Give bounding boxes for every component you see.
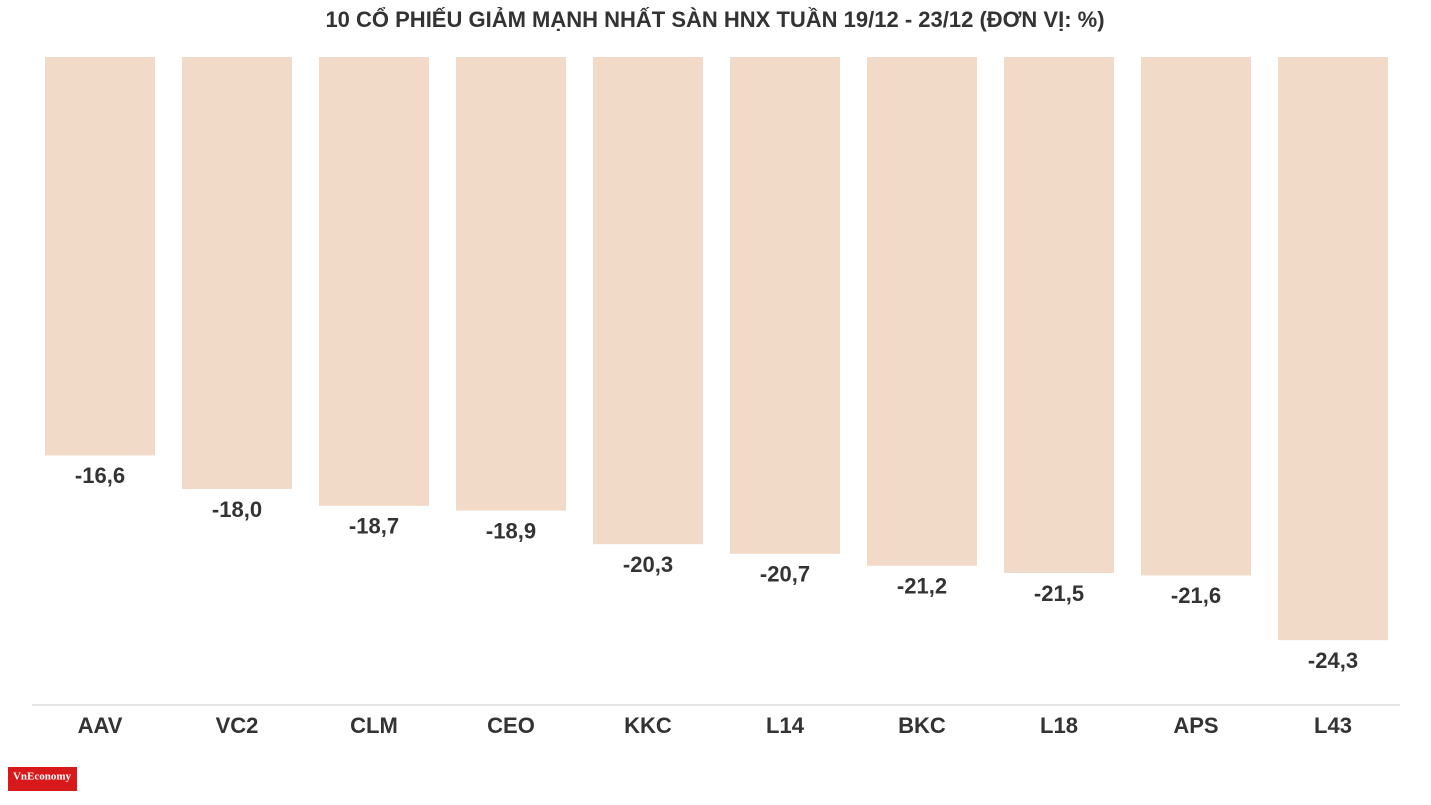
logo-box (8, 767, 77, 791)
x-tick-label: L43 (1314, 713, 1352, 738)
bar (319, 57, 429, 506)
bar (456, 57, 566, 511)
x-tick-label: CEO (487, 713, 535, 738)
x-tick-label: APS (1173, 713, 1218, 738)
x-tick-label: CLM (350, 713, 398, 738)
x-tick-label: BKC (898, 713, 946, 738)
value-label: -21,2 (897, 574, 947, 599)
x-tick-label: AAV (78, 713, 123, 738)
x-tick-label: L18 (1040, 713, 1078, 738)
value-label: -18,9 (486, 518, 536, 543)
bar (1141, 57, 1251, 576)
bar (45, 57, 155, 456)
value-label: -20,7 (760, 562, 810, 587)
bar (730, 57, 840, 554)
x-tick-label: L14 (766, 713, 805, 738)
bar (1004, 57, 1114, 573)
bar (593, 57, 703, 545)
x-tick-label: VC2 (216, 713, 259, 738)
value-label: -18,0 (212, 497, 262, 522)
chart-title: 10 CỔ PHIẾU GIẢM MẠNH NHẤT SÀN HNX TUẦN … (325, 7, 1104, 32)
value-label: -20,3 (623, 552, 673, 577)
value-label: -18,7 (349, 514, 399, 539)
logo: VnEconomy (13, 771, 72, 783)
bar (182, 57, 292, 489)
value-label: -24,3 (1308, 648, 1358, 673)
value-label: -16,6 (75, 463, 125, 488)
value-label: -21,5 (1034, 581, 1084, 606)
bar (1278, 57, 1388, 641)
bar (867, 57, 977, 566)
x-tick-label: KKC (624, 713, 672, 738)
value-label: -21,6 (1171, 583, 1221, 608)
